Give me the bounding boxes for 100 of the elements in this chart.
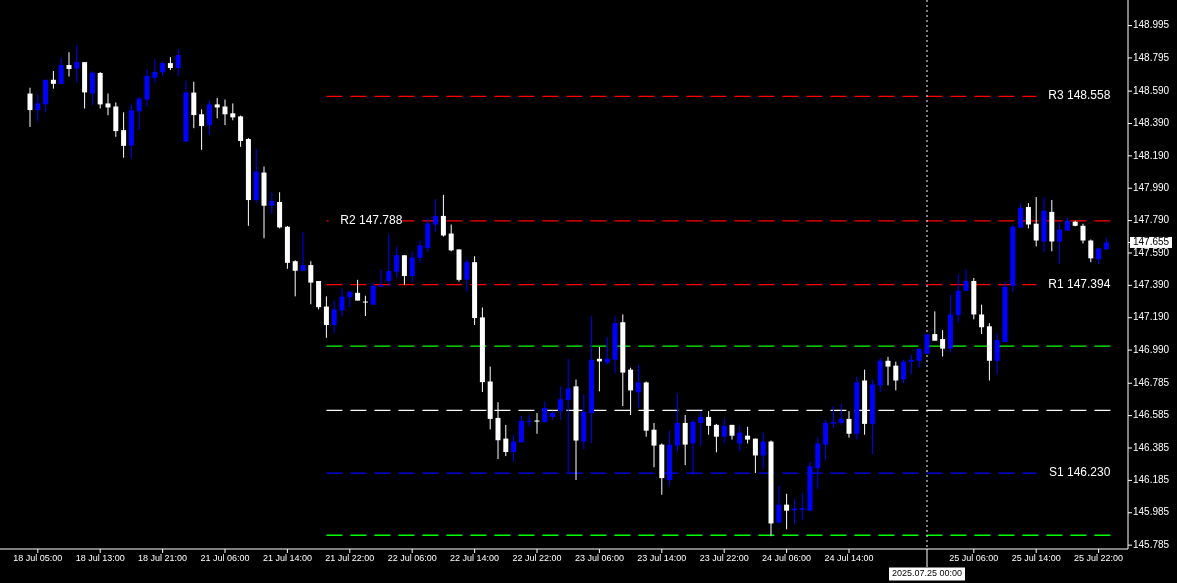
candlestick [885,356,891,386]
candlestick [503,424,509,457]
x-tick-label: 2025.07.25 00:00 [891,568,963,579]
x-tick-label: 23 Jul 22:00 [699,553,749,564]
candlestick [557,385,563,421]
candlestick [331,300,337,334]
candlestick [526,414,532,427]
candlestick [752,438,758,474]
candlestick [74,44,80,84]
candlestick [916,347,922,369]
candlestick [66,51,72,78]
y-tick-label: 146.385 [1133,441,1170,453]
x-tick-label: 21 Jul 14:00 [262,553,312,564]
candlestick [994,332,1000,376]
y-tick-label: 148.390 [1133,117,1170,129]
x-tick-label: 25 Jul 06:00 [949,553,999,564]
candlestick [394,246,400,279]
x-tick-label: 23 Jul 06:00 [574,553,624,564]
candlestick [721,417,727,444]
x-tick-label: 25 Jul 22:00 [1074,553,1124,564]
y-tick-label: 147.390 [1133,278,1170,290]
x-tick-label: 22 Jul 22:00 [512,553,562,564]
candlestick [175,48,181,77]
candlestick [105,93,111,116]
x-tick-label: 18 Jul 05:00 [13,553,63,564]
y-tick-label: 148.190 [1133,149,1170,161]
candlestick [121,111,127,159]
y-tick-label: 145.785 [1133,538,1170,550]
candlestick [448,223,454,252]
y-tick-label: 147.790 [1133,214,1170,226]
ref-line-label: S1 146.230 [1049,465,1111,480]
candlestick [1088,239,1094,263]
candlestick [300,231,306,272]
candlestick [89,70,95,106]
candlestick [1033,196,1039,247]
x-tick-label: 22 Jul 14:00 [450,553,500,564]
x-tick-label: 18 Jul 13:00 [75,553,125,564]
candlestick [901,359,907,384]
candlestick [323,295,329,339]
candlestick [979,304,985,335]
y-tick-label: 147.655 [1133,236,1170,248]
ref-line-label: R1 147.394 [1048,276,1111,291]
candlestick [674,392,680,453]
y-tick-label: 148.590 [1133,84,1170,96]
y-tick-label: 147.990 [1133,181,1170,193]
candlestick [355,279,361,302]
x-tick-label: 18 Jul 21:00 [138,553,188,564]
candlestick [823,419,829,462]
ref-line-label: R3 148.558 [1048,88,1111,103]
candlestick [417,240,423,264]
candlestick [370,282,376,306]
candlestick [698,410,704,447]
candlestick [27,87,33,128]
candlestick [191,81,197,129]
y-tick-label: 146.185 [1133,474,1170,486]
candlestick [893,361,899,391]
candlestick [635,364,641,409]
x-tick-label: 24 Jul 06:00 [762,553,812,564]
candlestick [651,422,657,468]
candlestick [706,410,712,436]
candlestick [932,310,938,342]
candlestick [1025,202,1031,229]
candlestick [292,259,298,297]
x-tick-label: 21 Jul 22:00 [325,553,375,564]
candlestick [58,56,64,85]
x-tick-label: 25 Jul 14:00 [1011,553,1061,564]
candlestick [940,329,946,358]
candlestick [362,295,368,317]
candlestick [222,99,228,126]
candlestick [206,100,212,136]
candlestick [604,336,610,366]
candlestick [308,260,314,305]
candlestick [776,485,782,524]
candlestick [518,415,524,443]
ref-line-label: R2 147.788 [340,213,403,228]
candlestick [924,333,930,355]
y-tick-label: 148.995 [1133,19,1170,31]
x-tick-label: 21 Jul 06:00 [200,553,250,564]
candlestick [908,354,914,376]
candlestick [339,287,345,317]
y-tick-label: 148.795 [1133,51,1170,63]
y-tick-label: 146.585 [1133,409,1170,421]
x-tick-label: 22 Jul 06:00 [387,553,437,564]
candlestick [269,191,275,215]
x-tick-label: 24 Jul 14:00 [824,553,874,564]
candlestick [214,97,220,119]
candlestick [136,96,142,131]
candlestick [846,410,852,439]
candlestick [433,198,439,233]
candlestick [511,434,517,463]
candlestick [838,403,844,426]
candlestick [386,233,392,287]
candlestick [152,58,158,84]
y-tick-label: 147.190 [1133,311,1170,323]
candlestick [1018,202,1024,229]
candlestick [440,194,446,238]
candlestick [830,405,836,429]
candlestick [799,492,805,521]
candlestick [401,254,407,286]
candlestick [713,423,719,453]
